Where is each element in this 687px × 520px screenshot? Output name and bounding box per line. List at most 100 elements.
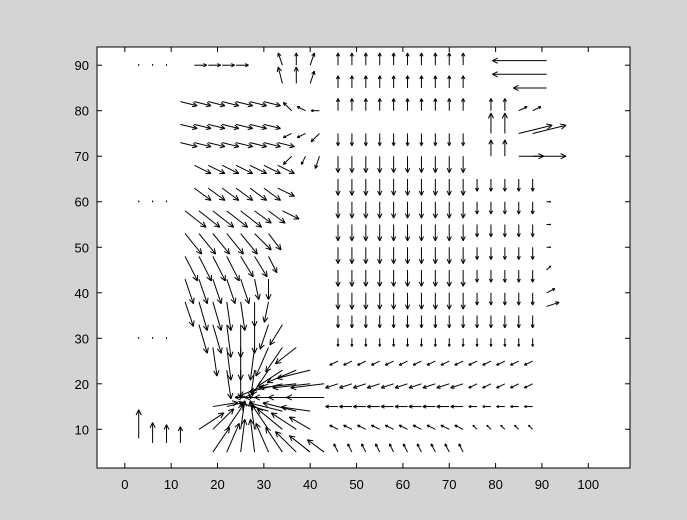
quiver-arrow xyxy=(194,164,212,175)
quiver-arrow xyxy=(447,75,452,88)
quiver-arrow xyxy=(391,292,397,310)
quiver-arrow xyxy=(377,315,382,329)
quiver-arrow xyxy=(433,98,438,111)
quiver-arrow xyxy=(377,292,383,310)
quiver-arrow xyxy=(392,338,396,347)
quiver-arrow xyxy=(329,424,339,430)
quiver-arrow xyxy=(184,256,199,282)
quiver-arrow xyxy=(277,52,283,66)
quiver-arrow xyxy=(502,270,507,283)
quiver-arrow xyxy=(530,292,535,306)
quiver-arrow xyxy=(249,101,267,108)
quiver-arrow xyxy=(236,63,249,68)
quiver-arrow xyxy=(349,98,354,111)
quiver-arrow xyxy=(377,156,383,173)
quiver-arrow xyxy=(482,405,491,409)
quiver-arrow xyxy=(226,404,244,430)
quiver-arrow xyxy=(433,75,438,88)
quiver-arrow xyxy=(194,123,212,131)
quiver-arrow xyxy=(184,301,195,327)
quiver-arrow xyxy=(300,156,307,165)
quiver-arrow xyxy=(391,270,397,287)
quiver-arrow xyxy=(514,424,520,430)
x-tick-label: 30 xyxy=(257,477,271,492)
x-tick-label: 80 xyxy=(488,477,502,492)
quiver-arrow xyxy=(474,270,480,283)
quiver-arrow xyxy=(254,279,261,300)
quiver-arrow xyxy=(404,156,411,173)
quiver-arrow xyxy=(226,256,240,282)
quiver-arrow xyxy=(363,270,369,287)
quiver-arrow xyxy=(518,123,553,134)
quiver-arrow xyxy=(248,347,256,381)
quiver-arrow xyxy=(418,247,425,264)
quiver-arrow xyxy=(349,315,354,329)
quiver-arrow xyxy=(309,52,316,66)
quiver-arrow xyxy=(370,424,380,430)
quiver-arrow xyxy=(363,315,368,329)
quiver-arrow xyxy=(165,337,168,339)
quiver-arrow xyxy=(523,360,533,366)
quiver-arrow xyxy=(516,247,521,260)
quiver-arrow xyxy=(377,75,382,88)
quiver-arrow xyxy=(486,424,492,430)
quiver-arrow xyxy=(361,443,367,453)
x-tick-label: 90 xyxy=(535,477,549,492)
quiver-arrow xyxy=(502,292,507,306)
quiver-arrow xyxy=(488,201,494,215)
quiver-arrow xyxy=(496,405,505,409)
quiver-arrow xyxy=(335,292,341,310)
quiver-arrow xyxy=(240,233,258,255)
quiver-arrow xyxy=(510,405,519,409)
quiver-arrow xyxy=(138,63,140,66)
quiver-arrow xyxy=(461,52,466,66)
quiver-arrow xyxy=(235,142,254,149)
quiver-arrow xyxy=(404,270,411,287)
quiver-arrow xyxy=(152,63,154,66)
quiver-arrow xyxy=(263,142,281,149)
quiver-arrow xyxy=(461,75,466,88)
quiver-arrow xyxy=(343,360,353,366)
quiver-arrow xyxy=(408,383,422,389)
quiver-arrow xyxy=(357,360,367,366)
quiver-arrow xyxy=(269,324,283,346)
quiver-arrow xyxy=(377,133,382,146)
quiver-arrow xyxy=(276,66,283,84)
quiver-arrow xyxy=(212,324,223,354)
quiver-arrow xyxy=(248,400,256,430)
quiver-arrow xyxy=(487,112,495,134)
quiver-arrow xyxy=(352,383,366,389)
quiver-arrow xyxy=(433,52,438,66)
quiver-arrow xyxy=(282,210,300,220)
quiver-arrow xyxy=(404,201,411,219)
quiver-arrow xyxy=(530,178,535,192)
quiver-arrow xyxy=(430,443,436,453)
quiver-arrow xyxy=(472,424,478,430)
quiver-arrow xyxy=(366,383,380,389)
quiver-arrow xyxy=(349,52,354,66)
quiver-arrow xyxy=(482,383,492,389)
quiver-arrow xyxy=(524,405,533,409)
quiver-arrow xyxy=(180,101,198,108)
quiver-arrow xyxy=(276,369,311,381)
quiver-arrow xyxy=(226,278,237,305)
quiver-arrow xyxy=(404,178,411,196)
quiver-arrow xyxy=(163,424,170,443)
quiver-arrow xyxy=(226,370,234,400)
quiver-arrow xyxy=(482,360,492,366)
x-tick-label: 0 xyxy=(121,477,128,492)
quiver-arrow xyxy=(293,66,299,84)
quiver-arrow xyxy=(461,315,466,329)
quiver-arrow xyxy=(412,360,422,366)
quiver-arrow xyxy=(274,431,297,453)
quiver-arrow xyxy=(335,156,341,173)
quiver-arrow xyxy=(433,133,438,146)
quiver-arrow xyxy=(419,133,424,146)
quiver-arrow xyxy=(335,201,341,219)
quiver-arrow xyxy=(249,123,267,131)
quiver-arrow xyxy=(418,178,425,196)
quiver-arrow xyxy=(226,233,244,255)
quiver-arrow xyxy=(335,270,341,287)
quiver-arrow xyxy=(258,324,269,350)
